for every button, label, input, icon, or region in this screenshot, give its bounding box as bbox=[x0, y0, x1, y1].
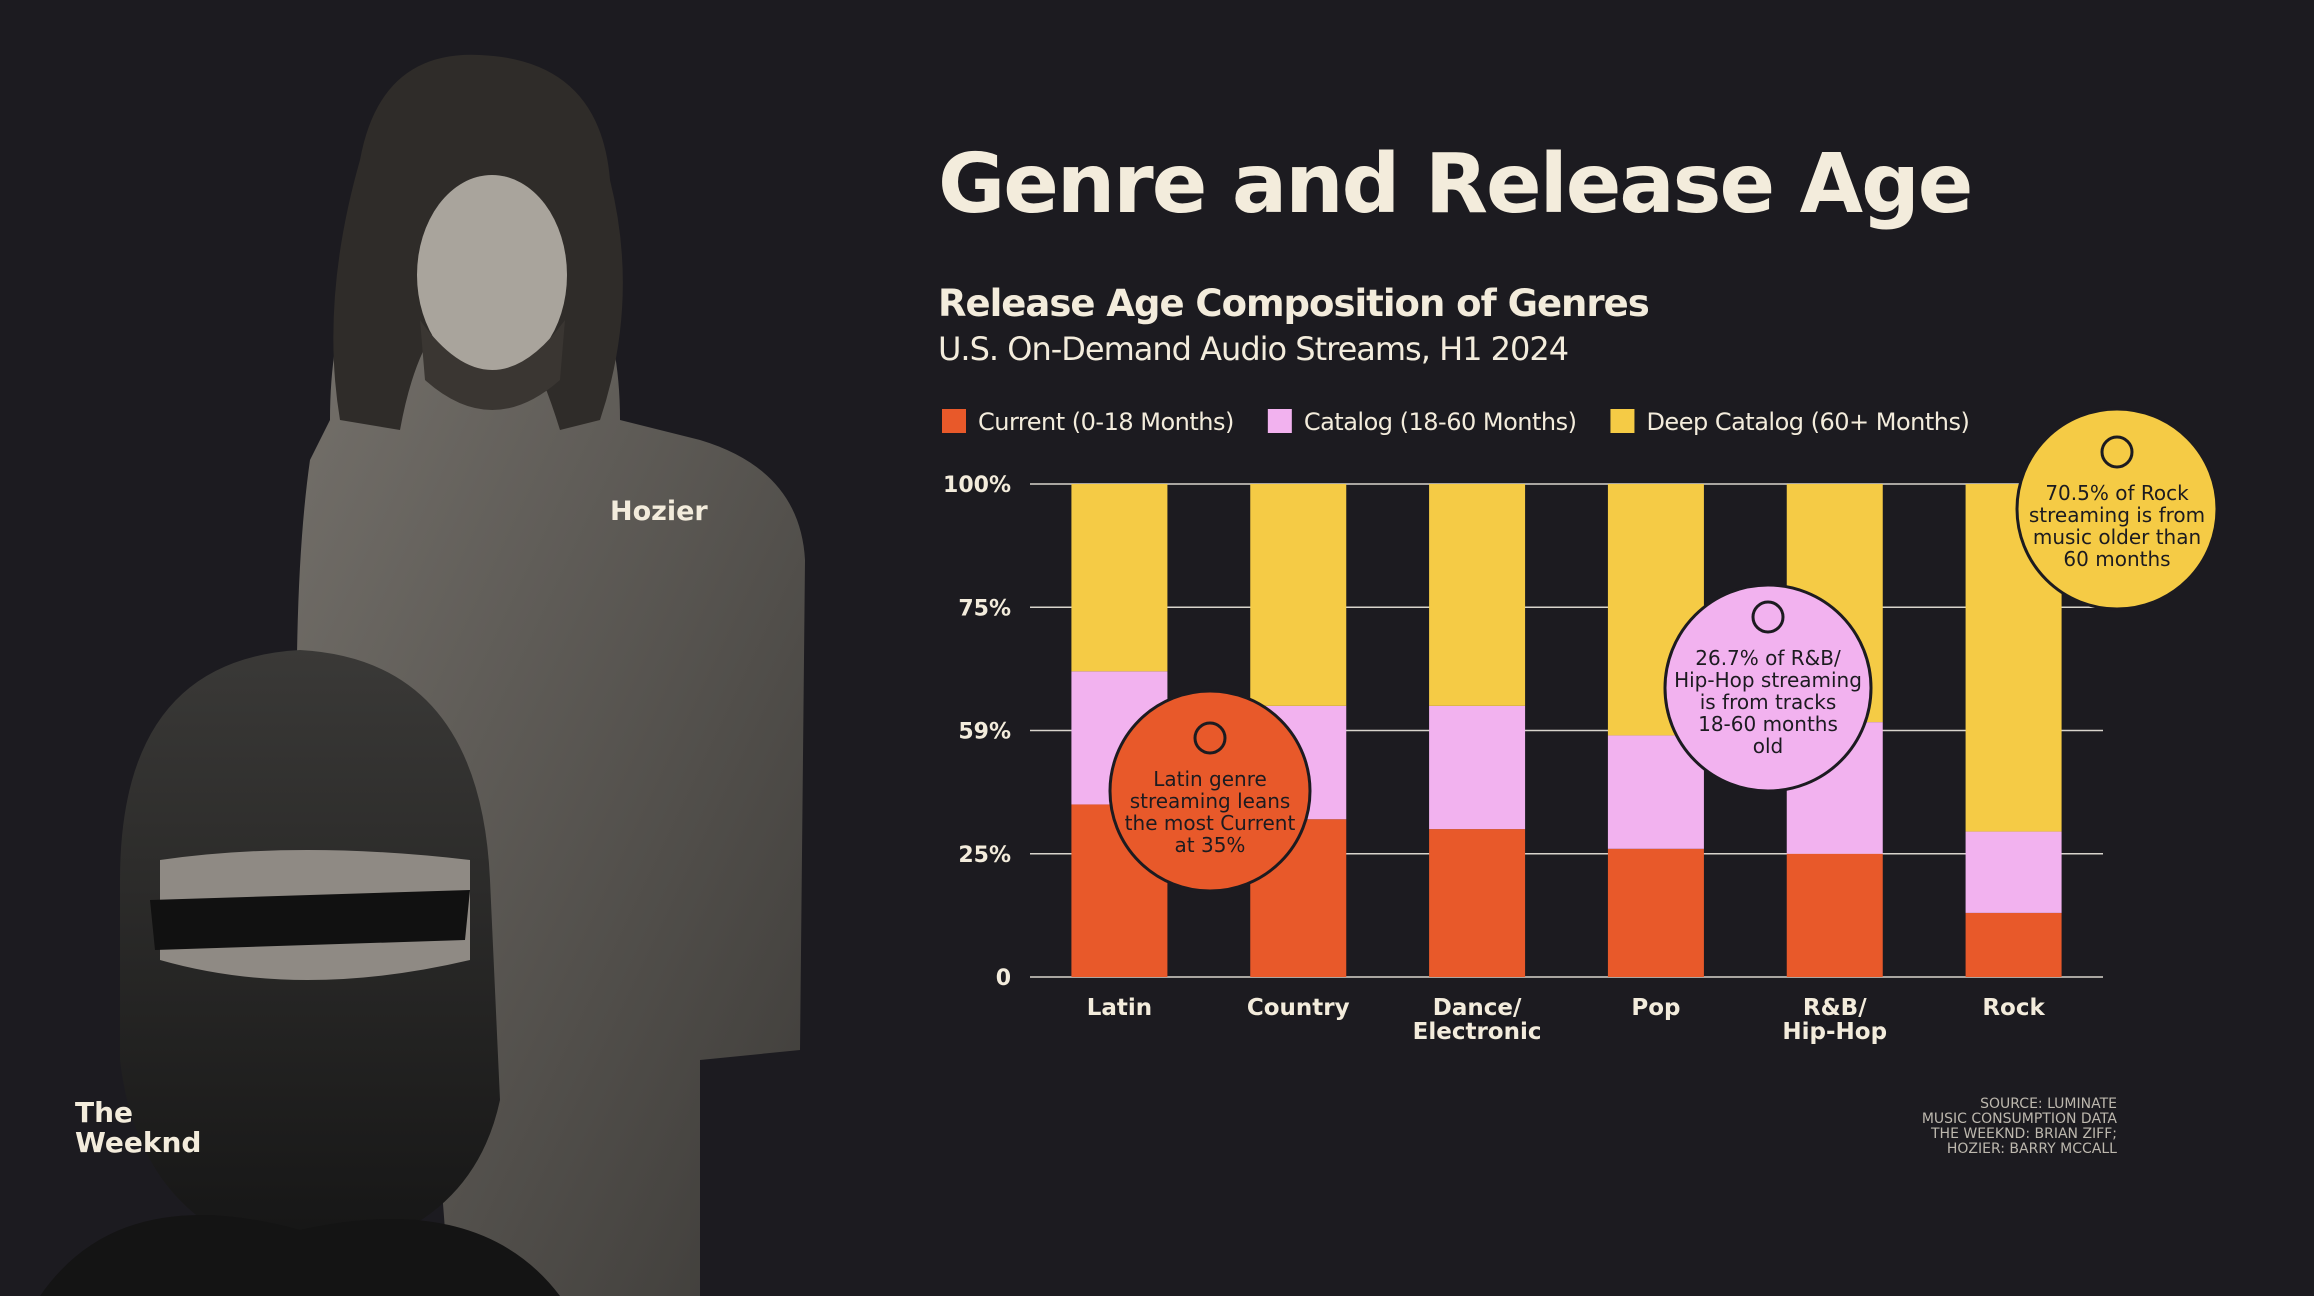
photo-collage bbox=[40, 54, 805, 1296]
annotation-icon bbox=[1751, 600, 1785, 634]
legend-swatch bbox=[942, 409, 966, 433]
x-tick-label: Latin bbox=[1087, 995, 1152, 1021]
chart-title: Release Age Composition of Genres bbox=[938, 282, 1649, 325]
legend-label: Current (0-18 Months) bbox=[978, 408, 1234, 436]
y-tick-label: 0 bbox=[996, 966, 1011, 991]
chart-subtitle: U.S. On-Demand Audio Streams, H1 2024 bbox=[938, 330, 1568, 368]
annotation-icon bbox=[2100, 435, 2134, 469]
photo-caption: The Weeknd bbox=[75, 1096, 201, 1159]
annotation-bubble bbox=[1108, 689, 1312, 893]
bar-segment bbox=[1786, 853, 1883, 977]
x-tick-label: Rock bbox=[1982, 995, 2045, 1021]
y-tick-label: 100% bbox=[943, 473, 1011, 498]
weeknd-glasses bbox=[150, 890, 470, 950]
credit-line: MUSIC CONSUMPTION DATA bbox=[1922, 1111, 2118, 1127]
y-tick-label: 25% bbox=[958, 843, 1011, 868]
x-tick-label: Country bbox=[1247, 995, 1350, 1021]
bar-segment bbox=[1429, 484, 1526, 706]
page-title: Genre and Release Age bbox=[938, 137, 1971, 232]
bar-segment bbox=[1965, 831, 2062, 913]
hozier-figure bbox=[296, 230, 805, 1296]
weeknd-shoulders bbox=[40, 1214, 560, 1296]
annotation-text: 26.7% of R&B/Hip-Hop streaming is from tr… bbox=[1674, 646, 1862, 758]
bar-segment bbox=[1429, 705, 1526, 830]
bar-segment bbox=[1250, 484, 1347, 706]
legend-swatch bbox=[1610, 409, 1635, 433]
credit-line: HOZIER: BARRY MCCALL bbox=[1947, 1141, 2117, 1157]
bar-segment bbox=[1965, 912, 2062, 977]
annotation-icon bbox=[1193, 721, 1227, 755]
legend-label: Catalog (18-60 Months) bbox=[1304, 408, 1577, 436]
y-tick-label: 59% bbox=[958, 720, 1011, 745]
x-tick-label: Pop bbox=[1631, 995, 1680, 1021]
legend-label: Deep Catalog (60+ Months) bbox=[1646, 408, 1969, 436]
bar-segment bbox=[1071, 484, 1168, 672]
x-tick-label: R&B/Hip-Hop bbox=[1782, 995, 1887, 1045]
hozier-face bbox=[417, 175, 567, 375]
credit-line: THE WEEKND: BRIAN ZIFF; bbox=[1930, 1126, 2117, 1142]
bar-segment bbox=[1429, 829, 1526, 977]
x-tick-label: Dance/Electronic bbox=[1413, 995, 1542, 1045]
y-tick-label: 75% bbox=[958, 596, 1011, 621]
hozier-beard bbox=[420, 320, 565, 410]
annotation-text: 70.5% of Rock streaming is from music olde… bbox=[2029, 481, 2205, 571]
credit-line: SOURCE: LUMINATE bbox=[1980, 1096, 2117, 1112]
bar-segment bbox=[1607, 848, 1704, 977]
annotation-bubble bbox=[1663, 583, 1873, 793]
annotation-text: Latin genre streaming leans the most Curre… bbox=[1125, 767, 1296, 857]
legend-swatch bbox=[1267, 409, 1292, 433]
photo-caption: Hozier bbox=[610, 496, 708, 527]
annotation-bubble bbox=[2015, 407, 2219, 611]
